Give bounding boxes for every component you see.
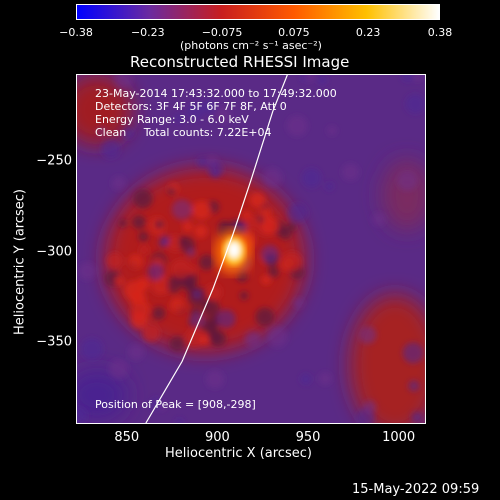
x-axis-ticks: 850 900 950 1000	[76, 430, 426, 446]
y-axis-label: Heliocentric Y (arcsec)	[12, 189, 28, 335]
chart-title: Reconstructed RHESSI Image	[130, 53, 350, 71]
colorbar-tick-label: 0.23	[355, 26, 381, 39]
colorbar-tick-label: −0.23	[130, 26, 165, 39]
x-tick-label: 850	[114, 430, 140, 445]
colorbar-tick-label: 0.38	[427, 26, 453, 39]
solar-limb-line	[145, 75, 288, 423]
y-tick-label: −250	[36, 153, 72, 169]
heatmap-image	[77, 75, 425, 423]
x-tick-label: 950	[295, 430, 321, 445]
annotation-energy-range: Energy Range: 3.0 - 6.0 keV	[95, 113, 249, 126]
y-tick-label: −350	[36, 334, 72, 350]
x-tick-label: 1000	[382, 430, 416, 445]
x-tick-label: 900	[204, 430, 230, 445]
annotation-detectors: Detectors: 3F 4F 5F 6F 7F 8F, Att 0	[95, 100, 287, 113]
footer-date: 15-May-2022 09:59	[352, 482, 480, 497]
plot-frame: 23-May-2014 17:43:32.000 to 17:49:32.000…	[76, 74, 426, 424]
x-axis-label: Heliocentric X (arcsec)	[165, 446, 312, 461]
colorbar-tick-label: −0.38	[59, 26, 93, 39]
annotation-time-range: 23-May-2014 17:43:32.000 to 17:49:32.000	[95, 87, 337, 100]
colorbar	[76, 4, 440, 20]
y-tick-label: −300	[36, 244, 72, 260]
colorbar-gradient	[77, 5, 439, 19]
colorbar-unit-label: (photons cm⁻² s⁻¹ asec⁻²)	[180, 39, 322, 52]
colorbar-ticks: −0.38 −0.23 −0.075 0.075 0.23 0.38	[59, 26, 452, 40]
annotation-total-counts: Clean Total counts: 7.22E+04	[95, 126, 272, 139]
colorbar-tick-label: 0.075	[278, 26, 310, 39]
peak-position-label: Position of Peak = [908,-298]	[95, 398, 256, 411]
colorbar-tick-label: −0.075	[201, 26, 243, 39]
y-axis-ticks: −250 −300 −350	[0, 74, 72, 424]
